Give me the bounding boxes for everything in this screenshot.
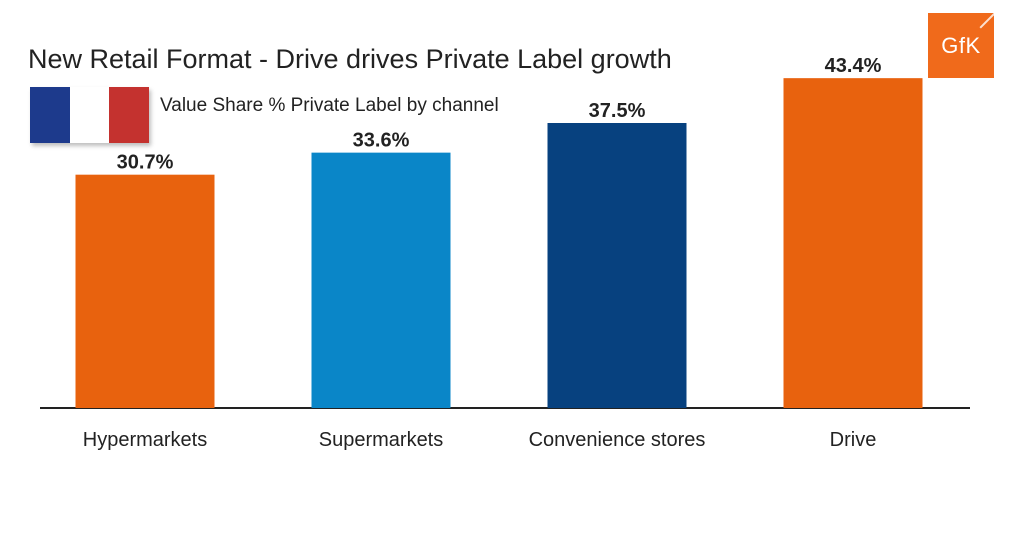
value-label: 33.6% bbox=[353, 130, 410, 152]
gfk-logo: GfK bbox=[928, 13, 994, 78]
flag-stripe-blue bbox=[30, 87, 70, 143]
bar-drive bbox=[783, 78, 923, 408]
bar-hypermarkets bbox=[75, 174, 215, 408]
value-label: 43.4% bbox=[825, 55, 882, 77]
category-label: Convenience stores bbox=[529, 429, 706, 451]
bar-convenience-stores bbox=[547, 123, 687, 408]
gfk-logo-text: GfK bbox=[941, 32, 981, 58]
page-title: New Retail Format - Drive drives Private… bbox=[28, 44, 672, 74]
bar-supermarkets bbox=[311, 152, 451, 408]
category-label: Drive bbox=[830, 429, 877, 451]
category-label: Supermarkets bbox=[319, 429, 444, 451]
flag-stripe-white bbox=[69, 87, 110, 143]
chart-subtitle: Value Share % Private Label by channel bbox=[160, 95, 499, 116]
logo-slash-decoration bbox=[979, 13, 994, 29]
value-label: 30.7% bbox=[117, 152, 174, 174]
flag-stripe-red bbox=[109, 87, 150, 143]
france-flag-icon bbox=[30, 87, 150, 143]
value-label: 37.5% bbox=[589, 100, 646, 122]
category-label: Hypermarkets bbox=[83, 429, 207, 451]
